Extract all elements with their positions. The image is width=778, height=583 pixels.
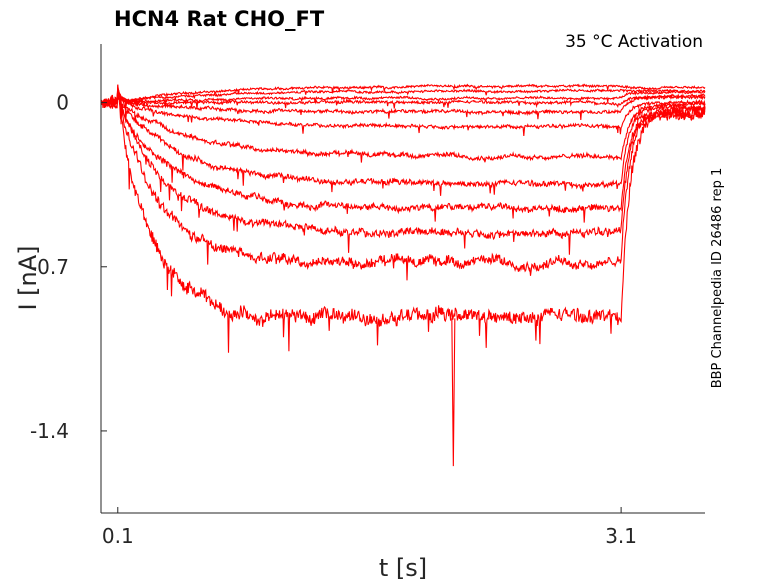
axes bbox=[100, 44, 705, 514]
current-trace-8 bbox=[100, 89, 706, 196]
current-trace-9 bbox=[100, 89, 706, 223]
x-axis-label: t [s] bbox=[379, 554, 427, 582]
y-tick-label: -1.4 bbox=[30, 419, 69, 443]
current-traces bbox=[100, 83, 706, 467]
current-trace-5 bbox=[100, 87, 706, 120]
chart-title: HCN4 Rat CHO_FT bbox=[114, 7, 325, 31]
current-trace-10 bbox=[100, 85, 706, 255]
current-trace-4 bbox=[100, 87, 706, 110]
y-tick-label: -0.7 bbox=[30, 255, 69, 279]
current-trace-6 bbox=[100, 89, 706, 136]
chart-subtitle: 35 °C Activation bbox=[565, 32, 703, 52]
current-trace-1 bbox=[100, 83, 706, 104]
current-trace-2 bbox=[100, 88, 706, 105]
y-ticks: 0 -0.7 -1.4 bbox=[30, 91, 107, 443]
current-trace-3 bbox=[100, 88, 706, 107]
current-trace-12 bbox=[100, 84, 706, 353]
current-trace-11 bbox=[100, 88, 705, 281]
spike-artifact bbox=[451, 318, 456, 467]
side-label: BBP Channelpedia ID 26486 rep 1 bbox=[710, 168, 725, 389]
current-trace-7 bbox=[100, 87, 706, 163]
x-tick-label: 0.1 bbox=[102, 524, 134, 548]
x-ticks: 0.1 3.1 bbox=[102, 507, 637, 548]
y-tick-label: 0 bbox=[56, 91, 69, 115]
x-tick-label: 3.1 bbox=[605, 524, 637, 548]
y-axis-label: I [nA] bbox=[14, 245, 42, 310]
